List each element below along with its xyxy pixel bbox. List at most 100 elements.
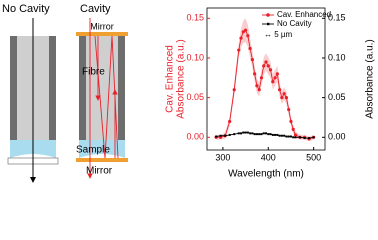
point [273,76,277,80]
point [257,88,261,92]
cladding [118,36,125,140]
point [232,88,236,92]
point [292,136,295,139]
point [282,92,286,96]
legend-label: Cav. Enhanced [277,10,331,19]
point [303,137,306,140]
cladding [49,36,56,140]
point [280,96,284,100]
point [250,57,254,62]
point [291,127,295,131]
point [228,133,231,136]
point [278,88,282,92]
cladding [10,36,17,140]
point [240,132,243,135]
x-tick-label: 500 [306,152,321,162]
point [267,133,270,136]
point [271,80,275,84]
point [283,134,286,137]
point [237,132,240,135]
point [259,76,264,80]
point [274,133,277,136]
point [271,133,274,136]
label: No Cavity [2,3,50,15]
cavity-rays [87,18,119,179]
point [237,48,241,52]
point [241,30,245,34]
chart: 0.00 0.05 0.10 0.15 0.00 0.05 0.10 0.15 300 400 50… [165,7,376,180]
point [280,134,283,137]
sample [79,140,125,158]
figure: No Cavity Cavity Mirror Fibre Sample Mir… [2,3,376,183]
point [266,64,270,68]
point [233,133,236,136]
point [278,134,281,137]
point [251,132,254,135]
point [243,28,248,32]
point [239,36,243,40]
y2-tick-label: 0.05 [328,92,346,102]
point [246,34,250,38]
point [284,96,289,100]
point [287,135,290,138]
x-axis-title: Wavelength (nm) [228,169,304,180]
point [258,133,261,136]
label: Mirror [90,21,114,31]
point [244,131,247,134]
point [265,132,267,135]
legend-label: No Cavity [277,19,312,28]
point [294,136,297,139]
y2-axis-title: Absorbance (a.u.) [365,39,376,119]
label: Mirror [86,166,113,177]
point [293,133,298,137]
cladding [79,36,86,140]
plot-frame [206,7,326,151]
y-tick-label: 0.00 [186,132,204,142]
x-tick-label: 300 [215,152,230,162]
point [287,107,291,112]
legend-note: ↔ 5 µm [264,30,293,39]
y2-tick-label: 0.00 [328,132,346,142]
label: Fibre [82,67,105,78]
point [260,133,263,136]
point [289,119,293,124]
point [275,72,279,76]
point [215,135,218,138]
legend-symbol [267,22,270,26]
point [268,68,273,72]
label: Sample [76,145,110,156]
mirror [76,158,128,162]
point [248,46,252,51]
point [253,72,257,76]
point [219,134,222,137]
mirror [76,32,128,36]
point [269,133,272,136]
diagram: No Cavity Cavity Mirror Fibre Sample Mir… [2,3,128,183]
point [224,134,227,137]
point [312,136,315,139]
point [276,133,279,136]
point [289,135,292,138]
y2-tick-label: 0.15 [328,13,346,23]
point [285,135,288,138]
x-tick-label: 400 [261,152,276,162]
point [246,131,249,134]
point [242,131,245,134]
y-axis-title: Cav. Enhanced [165,45,176,113]
point [308,137,311,140]
y-tick-label: 0.05 [186,92,204,102]
point [249,132,252,135]
point [228,119,232,124]
label: Cavity [80,3,111,15]
y2-tick-label: 0.10 [328,52,346,62]
point [255,84,259,88]
point [253,133,256,136]
y-axis-title: Absorbance (a.u.) [176,39,187,119]
point [255,133,258,136]
point [299,136,302,139]
point [262,132,265,135]
legend-symbol [266,13,270,17]
point [262,64,266,68]
y-tick-label: 0.10 [186,52,204,62]
y-tick-label: 0.15 [186,13,204,23]
